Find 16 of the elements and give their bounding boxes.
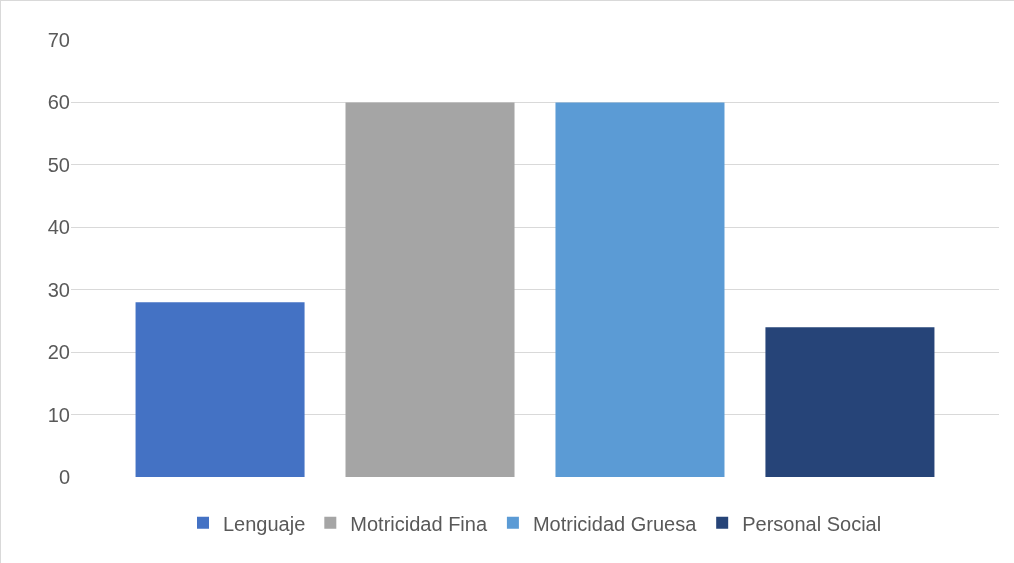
legend-label: Personal Social: [742, 512, 882, 535]
bar: [135, 302, 305, 477]
legend-label: Motricidad Fina: [350, 512, 488, 535]
y-tick-label: 10: [47, 403, 70, 426]
legend-label: Lenguaje: [223, 512, 306, 535]
y-tick-label: 0: [58, 466, 70, 488]
y-tick-label: 40: [47, 216, 70, 239]
y-tick-label: 20: [47, 341, 70, 364]
y-tick-label: 30: [47, 278, 70, 301]
y-tick-label: 70: [47, 29, 70, 51]
bar: [345, 102, 515, 477]
bar: [555, 102, 725, 477]
y-tick-label: 50: [47, 153, 70, 176]
bar: [765, 327, 935, 477]
y-tick-label: 60: [47, 91, 70, 114]
legend-label: Motricidad Gruesa: [532, 512, 698, 535]
